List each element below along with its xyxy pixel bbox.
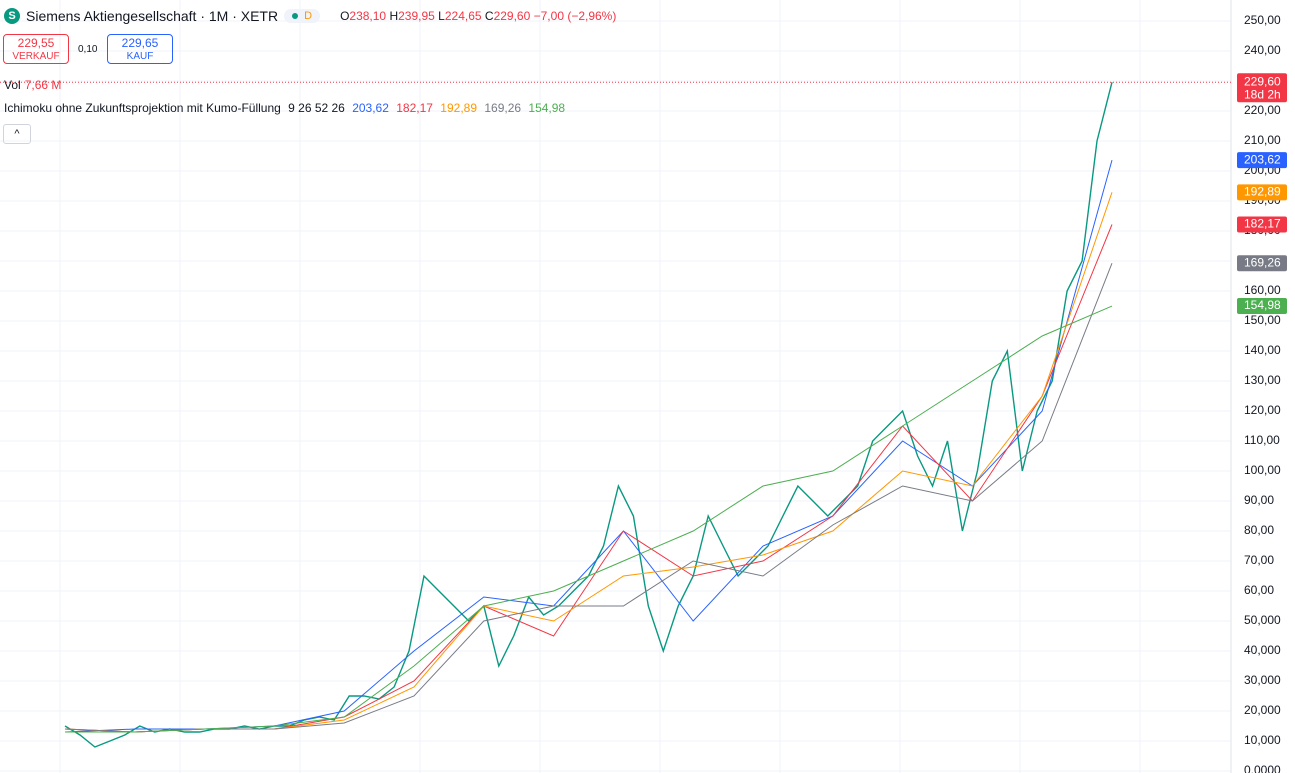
y-tick-label: 10,000 bbox=[1244, 733, 1281, 747]
buy-label: KAUF bbox=[126, 51, 154, 62]
indicator-badge bbox=[1237, 184, 1287, 201]
y-tick-label: 130,00 bbox=[1244, 373, 1281, 387]
ohlc-value: 224,65 bbox=[444, 9, 482, 23]
y-tick-label: 50,000 bbox=[1244, 613, 1281, 627]
y-tick-label: 70,00 bbox=[1244, 553, 1274, 567]
y-tick-label: 80,00 bbox=[1244, 523, 1274, 537]
last-price-label: 229,60 bbox=[1244, 74, 1281, 88]
ohlc-key: H bbox=[389, 9, 399, 23]
series-line bbox=[64, 263, 1113, 733]
header: S Siemens Aktiengesellschaft · 1M · XETR… bbox=[4, 8, 616, 24]
indicator-value: 154,98 bbox=[528, 101, 566, 115]
logo: S bbox=[4, 8, 20, 24]
buy-button[interactable]: 229,65 KAUF bbox=[107, 34, 173, 64]
series-line bbox=[64, 159, 1113, 733]
ohlc-key: O bbox=[340, 9, 350, 23]
indicator-badge-label: 203,62 bbox=[1244, 152, 1281, 166]
change: −7,00 (−2,96%) bbox=[533, 9, 617, 23]
ohlc-key: C bbox=[484, 9, 494, 23]
indicator-badge bbox=[1237, 298, 1287, 315]
status-pill[interactable]: D bbox=[284, 9, 321, 23]
y-tick-label: 160,00 bbox=[1244, 283, 1281, 297]
y-tick-label: 220,00 bbox=[1244, 103, 1281, 117]
indicator-badge-label: 169,26 bbox=[1244, 255, 1281, 269]
sell-price: 229,55 bbox=[17, 36, 55, 50]
sell-label: VERKAUF bbox=[12, 51, 60, 62]
y-tick-label: 150,00 bbox=[1244, 313, 1281, 327]
sell-button[interactable]: 229,55 VERKAUF bbox=[3, 34, 69, 64]
indicator-name: Ichimoku ohne Zukunftsprojektion mit Kum… bbox=[4, 101, 281, 115]
indicator-params: 9 26 52 26 bbox=[288, 101, 345, 115]
y-tick-label: 40,000 bbox=[1244, 643, 1281, 657]
y-tick-label: 140,00 bbox=[1244, 343, 1281, 357]
ohlc-value: 238,10 bbox=[349, 9, 387, 23]
symbol-title[interactable]: Siemens Aktiengesellschaft · 1M · XETR bbox=[26, 8, 279, 24]
y-tick-label: 0,0000 bbox=[1244, 763, 1281, 773]
indicator-value: 192,89 bbox=[440, 101, 477, 115]
indicator-badge bbox=[1237, 152, 1287, 169]
indicator-value: 203,62 bbox=[352, 101, 389, 115]
series-line bbox=[64, 82, 1113, 748]
indicator-badge bbox=[1237, 216, 1287, 233]
y-tick-label: 210,00 bbox=[1244, 133, 1281, 147]
ohlc-value: 229,60 bbox=[493, 9, 531, 23]
series-line bbox=[65, 305, 1113, 733]
indicator-badge bbox=[1237, 255, 1287, 272]
indicator-badge-label: 192,89 bbox=[1244, 185, 1281, 199]
y-tick-label: 120,00 bbox=[1244, 403, 1281, 417]
status-dot bbox=[292, 13, 299, 19]
last-price-badge bbox=[1237, 73, 1287, 103]
badge: D bbox=[304, 10, 313, 22]
y-tick-label: 60,00 bbox=[1244, 583, 1274, 597]
ohlc-key: L bbox=[438, 9, 445, 23]
countdown: 18d 2h bbox=[1244, 87, 1281, 101]
spread: 0,10 bbox=[78, 44, 98, 55]
buy-price: 229,65 bbox=[121, 36, 159, 50]
indicator-badge-label: 182,17 bbox=[1244, 217, 1281, 231]
indicator-badge-label: 154,98 bbox=[1244, 298, 1281, 312]
indicator: Ichimoku ohne Zukunftsprojektion mit Kum… bbox=[4, 101, 565, 115]
ohlc-value: 239,95 bbox=[398, 9, 435, 23]
y-tick-label: 30,000 bbox=[1244, 673, 1281, 687]
collapse-button[interactable]: ^ bbox=[3, 124, 31, 144]
volume: Vol 7,66 M bbox=[4, 78, 61, 92]
volume-label: Vol bbox=[4, 78, 21, 92]
indicator-value: 169,26 bbox=[484, 101, 522, 115]
indicator-value: 182,17 bbox=[396, 101, 433, 115]
y-tick-label: 100,00 bbox=[1244, 463, 1281, 477]
series-line bbox=[64, 224, 1113, 733]
volume-value: 7,66 M bbox=[24, 78, 62, 92]
y-tick-label: 110,00 bbox=[1244, 433, 1280, 447]
ohlc: O238,10 H239,95 L224,65 C229,60 −7,00 (−… bbox=[340, 9, 616, 23]
y-tick-label: 250,00 bbox=[1244, 13, 1281, 27]
y-tick-label: 240,00 bbox=[1244, 43, 1281, 57]
y-tick-label: 20,000 bbox=[1244, 703, 1281, 717]
y-tick-label: 90,00 bbox=[1244, 493, 1274, 507]
